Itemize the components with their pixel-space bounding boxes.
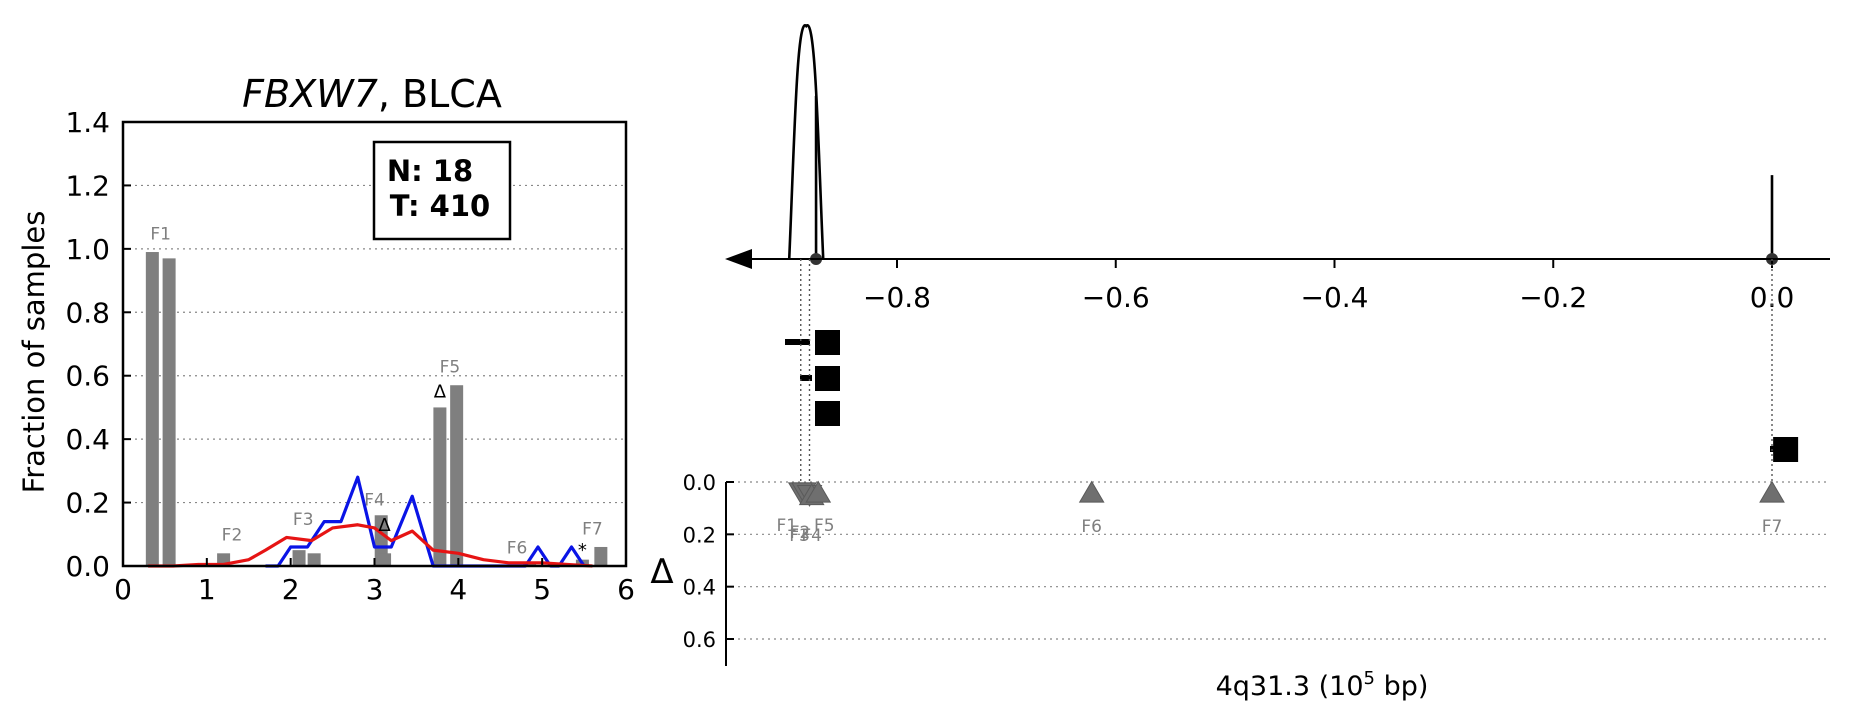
delta-marker: Δ (378, 515, 391, 536)
y-tick-label: 1.2 (65, 169, 110, 202)
feature-marker (1078, 480, 1105, 503)
feature-label: F2 (222, 526, 243, 546)
bar (433, 407, 447, 566)
y-tick-label: 0.8 (65, 296, 110, 329)
feature-marker (1759, 480, 1785, 503)
feature-marker (805, 480, 832, 503)
square-marker (815, 330, 840, 355)
genome-tick-label: −0.2 (1519, 281, 1587, 314)
square-marker (815, 366, 840, 391)
title-gene: FBXW7 (242, 72, 378, 116)
delta-tick-label: 0.6 (683, 628, 716, 652)
delta-marker: * (578, 540, 587, 561)
bar (145, 252, 159, 566)
x-tick-label: 1 (198, 573, 216, 606)
y-tick-label: 1.4 (65, 106, 110, 139)
feature-marker-label: F6 (1081, 517, 1102, 537)
genomic-track-chart: −0.8 −0.6 −0.4 −0.2 0.0 0.0 0.2 0.4 0.6 F1F2F3F4… (650, 24, 1830, 702)
genome-tick-label: −0.8 (863, 281, 931, 314)
feature-label: F6 (507, 538, 528, 558)
bar (594, 546, 608, 566)
density-peak (787, 24, 825, 260)
square-marker (815, 401, 840, 426)
feature-marker-label: F7 (1762, 517, 1783, 537)
y-tick-label: 0.0 (65, 550, 110, 583)
bar (292, 550, 306, 566)
y-tick-label: 0.2 (65, 487, 110, 520)
y-axis-label: Fraction of samples (17, 211, 51, 494)
bar (378, 553, 392, 566)
x-axis-label-tail: bp) (1375, 671, 1428, 702)
bar (450, 385, 464, 566)
x-tick-label: 5 (533, 573, 551, 606)
feature-marker-label: F2 (790, 523, 811, 543)
feature-marker-label: F3 (789, 526, 810, 546)
x-axis-label-sup: 5 (1364, 668, 1375, 689)
x-tick-label: 2 (282, 573, 300, 606)
chart-title: FBXW7, BLCA (242, 72, 502, 116)
feature-labels: F1 F2 F3 F4 F5 F6 F7 Δ Δ * (150, 224, 602, 561)
feature-marker-label: F4 (801, 526, 822, 546)
genome-tick-label: 0.0 (1750, 281, 1795, 314)
feature-label: F5 (440, 358, 461, 378)
series-lines (148, 475, 593, 568)
delta-marker: Δ (434, 382, 447, 403)
delta-axis-label: Δ (650, 552, 673, 592)
axis-ticks: 0 1 2 3 4 5 6 0.0 0.2 0.4 0.6 0.8 1.0 1.2 1.4 (65, 106, 634, 606)
bar-chart: FBXW7, BLCA Fraction of samples F1 F2 F3 F4… (17, 72, 635, 606)
genome-tick-label: −0.6 (1082, 281, 1150, 314)
feature-marker-label: F1 (776, 516, 797, 536)
axis-arrow (725, 249, 752, 269)
y-tick-label: 0.6 (65, 360, 110, 393)
delta-tick-label: 0.0 (683, 471, 716, 495)
legend-t: T: 410 (390, 189, 490, 223)
feature-marker-label: F5 (814, 516, 835, 536)
x-tick-label: 0 (114, 573, 132, 606)
series-line (148, 523, 593, 568)
feature-label: F4 (364, 491, 385, 511)
delta-tick-label: 0.2 (683, 523, 716, 547)
x-axis-label-main: 4q31.3 (10 (1216, 671, 1364, 702)
legend-box: N: 18 T: 410 (372, 140, 512, 241)
density-track (787, 24, 1778, 265)
legend-n: N: 18 (387, 154, 473, 188)
title-rest: , BLCA (378, 72, 502, 116)
feature-label: F7 (582, 519, 603, 539)
x-tick-label: 3 (366, 573, 384, 606)
legend-frame (372, 140, 512, 241)
x-tick-label: 6 (617, 573, 635, 606)
genome-tick-label: −0.4 (1301, 281, 1369, 314)
bar (307, 553, 321, 566)
genome-axis: −0.8 −0.6 −0.4 −0.2 0.0 (725, 249, 1830, 314)
square-markers (785, 330, 1799, 462)
x-axis-label: 4q31.3 (105 bp) (1216, 668, 1429, 702)
y-tick-label: 1.0 (65, 233, 110, 266)
bar (162, 258, 176, 566)
x-tick-label: 4 (449, 573, 467, 606)
feature-label: F1 (150, 224, 171, 244)
feature-label: F3 (293, 510, 314, 530)
delta-tick-label: 0.4 (683, 576, 716, 600)
bars (145, 252, 608, 566)
y-tick-label: 0.4 (65, 423, 110, 456)
